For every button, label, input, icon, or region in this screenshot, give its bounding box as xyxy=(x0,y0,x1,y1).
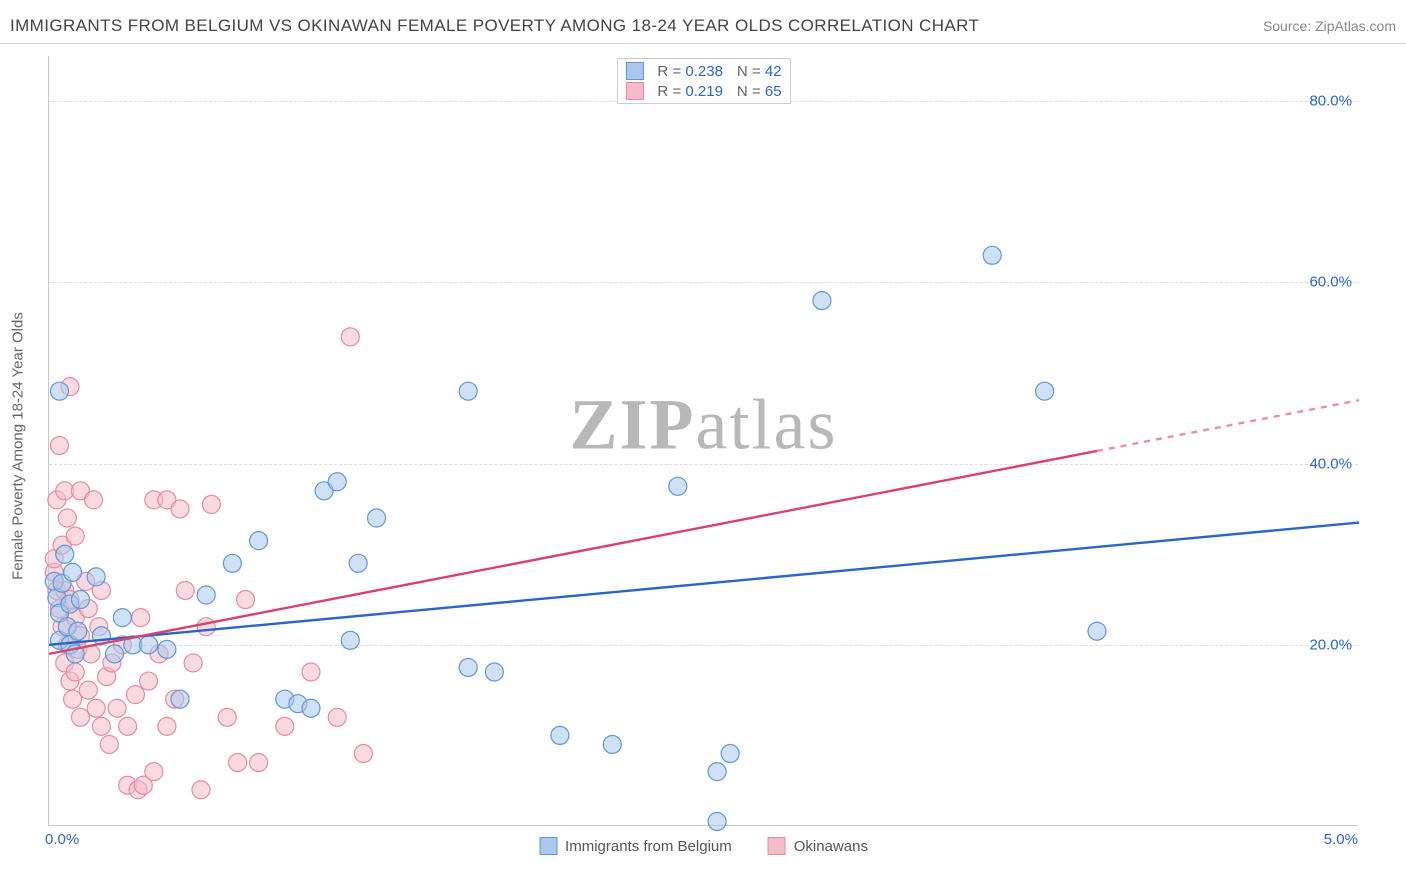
scatter-point-okinawans xyxy=(341,328,359,346)
scatter-point-okinawans xyxy=(92,717,110,735)
regression-line-belgium xyxy=(49,523,1359,645)
legend-n-value-belgium: 42 xyxy=(765,63,782,80)
legend-r-value-okinawans: 0.219 xyxy=(685,83,723,100)
scatter-point-belgium xyxy=(551,726,569,744)
scatter-point-okinawans xyxy=(85,491,103,509)
legend-stats-row-belgium: R = 0.238 N = 42 xyxy=(625,61,781,81)
scatter-point-belgium xyxy=(56,545,74,563)
scatter-point-okinawans xyxy=(218,708,236,726)
legend-series: Immigrants from Belgium Okinawans xyxy=(539,837,868,855)
scatter-point-okinawans xyxy=(50,437,68,455)
scatter-point-belgium xyxy=(158,640,176,658)
legend-swatch-okinawans-icon xyxy=(768,837,786,855)
scatter-point-belgium xyxy=(64,563,82,581)
scatter-point-okinawans xyxy=(237,591,255,609)
regression-line-dashed-okinawans xyxy=(1097,400,1359,451)
scatter-point-belgium xyxy=(197,586,215,604)
scatter-point-belgium xyxy=(250,532,268,550)
legend-stats-row-okinawans: R = 0.219 N = 65 xyxy=(625,81,781,101)
scatter-point-okinawans xyxy=(184,654,202,672)
scatter-point-belgium xyxy=(368,509,386,527)
scatter-point-belgium xyxy=(106,645,124,663)
scatter-point-okinawans xyxy=(71,708,89,726)
scatter-point-okinawans xyxy=(158,717,176,735)
scatter-point-belgium xyxy=(983,246,1001,264)
chart-title: IMMIGRANTS FROM BELGIUM VS OKINAWAN FEMA… xyxy=(10,16,979,36)
scatter-point-belgium xyxy=(87,568,105,586)
scatter-point-okinawans xyxy=(276,717,294,735)
source-attribution: Source: ZipAtlas.com xyxy=(1263,18,1396,34)
scatter-point-okinawans xyxy=(192,781,210,799)
y-axis-label: Female Poverty Among 18-24 Year Olds xyxy=(10,312,27,580)
legend-r-value-belgium: 0.238 xyxy=(685,63,723,80)
scatter-point-okinawans xyxy=(250,754,268,772)
scatter-point-belgium xyxy=(69,622,87,640)
scatter-point-okinawans xyxy=(66,663,84,681)
legend-r-label: R xyxy=(657,63,668,80)
legend-swatch-belgium-icon xyxy=(539,837,557,855)
legend-label-okinawans: Okinawans xyxy=(794,838,868,855)
scatter-point-okinawans xyxy=(171,500,189,518)
x-tick-min: 0.0% xyxy=(45,831,79,848)
legend-stats-box: R = 0.238 N = 42 R = 0.219 N = 65 xyxy=(616,58,790,104)
scatter-point-belgium xyxy=(459,382,477,400)
scatter-point-okinawans xyxy=(197,618,215,636)
scatter-point-belgium xyxy=(721,745,739,763)
scatter-point-okinawans xyxy=(202,495,220,513)
scatter-point-okinawans xyxy=(119,717,137,735)
scatter-point-belgium xyxy=(603,735,621,753)
scatter-layer xyxy=(49,56,1358,825)
scatter-point-belgium xyxy=(328,473,346,491)
scatter-point-okinawans xyxy=(302,663,320,681)
scatter-point-belgium xyxy=(1088,622,1106,640)
scatter-point-okinawans xyxy=(145,763,163,781)
scatter-point-okinawans xyxy=(126,686,144,704)
scatter-point-belgium xyxy=(459,658,477,676)
legend-item-okinawans: Okinawans xyxy=(768,837,868,855)
legend-n-value-okinawans: 65 xyxy=(765,83,782,100)
scatter-point-belgium xyxy=(485,663,503,681)
scatter-point-okinawans xyxy=(354,745,372,763)
scatter-point-belgium xyxy=(171,690,189,708)
regression-line-okinawans xyxy=(49,451,1097,654)
scatter-point-okinawans xyxy=(132,609,150,627)
scatter-point-belgium xyxy=(349,554,367,572)
legend-swatch-okinawans xyxy=(625,82,643,100)
scatter-point-belgium xyxy=(669,477,687,495)
plot-area: ZIPatlas 20.0%40.0%60.0%80.0% R = 0.238 … xyxy=(48,56,1358,826)
scatter-point-belgium xyxy=(708,763,726,781)
scatter-point-belgium xyxy=(71,591,89,609)
scatter-point-belgium xyxy=(813,292,831,310)
scatter-point-belgium xyxy=(113,609,131,627)
scatter-point-okinawans xyxy=(87,699,105,717)
scatter-point-okinawans xyxy=(58,509,76,527)
scatter-point-okinawans xyxy=(64,690,82,708)
scatter-point-belgium xyxy=(708,812,726,830)
scatter-point-okinawans xyxy=(176,581,194,599)
scatter-point-belgium xyxy=(341,631,359,649)
scatter-point-okinawans xyxy=(328,708,346,726)
scatter-point-belgium xyxy=(302,699,320,717)
legend-label-belgium: Immigrants from Belgium xyxy=(565,838,732,855)
scatter-point-belgium xyxy=(223,554,241,572)
scatter-point-okinawans xyxy=(229,754,247,772)
legend-n-label: N xyxy=(737,63,748,80)
scatter-point-belgium xyxy=(50,382,68,400)
legend-swatch-belgium xyxy=(625,62,643,80)
legend-item-belgium: Immigrants from Belgium xyxy=(539,837,732,855)
scatter-point-okinawans xyxy=(66,527,84,545)
scatter-point-okinawans xyxy=(108,699,126,717)
scatter-point-belgium xyxy=(140,636,158,654)
x-tick-max: 5.0% xyxy=(1324,831,1358,848)
scatter-point-okinawans xyxy=(100,735,118,753)
scatter-point-okinawans xyxy=(140,672,158,690)
scatter-point-okinawans xyxy=(79,681,97,699)
scatter-point-belgium xyxy=(1036,382,1054,400)
